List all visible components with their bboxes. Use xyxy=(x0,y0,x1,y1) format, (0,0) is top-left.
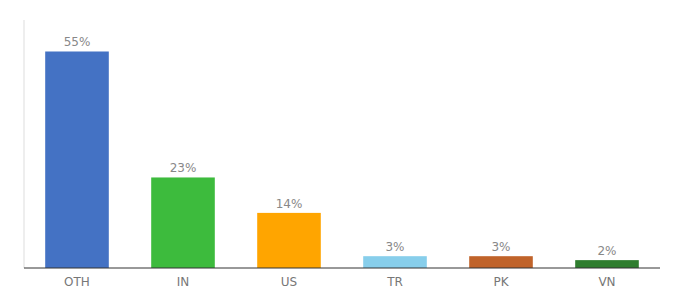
chart: 55% 23% 14% 3% 3% 2% OTH IN US TR PK VN xyxy=(0,0,680,300)
x-tick-label: VN xyxy=(598,275,615,289)
x-tick-label: OTH xyxy=(64,275,90,289)
bar xyxy=(257,213,321,268)
x-tick-label: IN xyxy=(177,275,190,289)
x-tick-label: PK xyxy=(493,275,509,289)
data-label: 3% xyxy=(385,240,404,254)
bar xyxy=(575,260,639,268)
data-label: 14% xyxy=(276,197,303,211)
bar xyxy=(45,51,109,268)
bar xyxy=(363,256,427,268)
bar xyxy=(469,256,533,268)
y-axis-line xyxy=(24,20,25,268)
x-tick-label: US xyxy=(281,275,297,289)
bar xyxy=(151,177,215,268)
chart-container: 55% 23% 14% 3% 3% 2% OTH IN US TR PK VN xyxy=(0,0,680,300)
data-label: 2% xyxy=(597,244,616,258)
data-label: 55% xyxy=(64,35,91,49)
x-tick-label: TR xyxy=(386,275,403,289)
x-axis-line xyxy=(24,268,660,269)
data-label: 23% xyxy=(170,161,197,175)
data-label: 3% xyxy=(491,240,510,254)
bars xyxy=(45,51,639,268)
